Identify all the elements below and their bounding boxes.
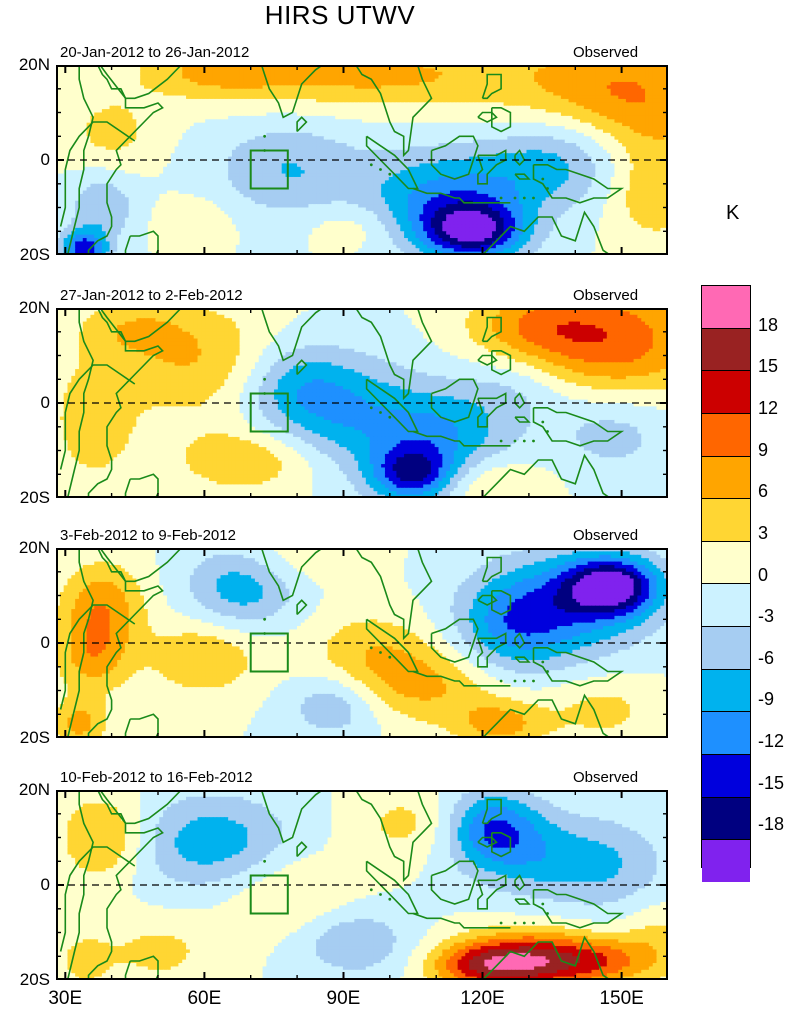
coastlines [59, 790, 625, 980]
colorbar-band-cyan [702, 668, 750, 712]
colorbar-band-navy [702, 796, 750, 840]
panel-2-date-range: 27-Jan-2012 to 2-Feb-2012 [60, 287, 243, 304]
region-box [249, 632, 289, 673]
colorbar-tick-minus9: -9 [758, 689, 774, 710]
colorbar-band-purple [702, 839, 750, 882]
colorbar-band-pink [702, 286, 750, 328]
colorbar-tick-minus15: -15 [758, 773, 784, 794]
colorbar-tick-minus18: -18 [758, 814, 784, 835]
colorbar-tick-18: 18 [758, 315, 778, 336]
panel-3-ytick-20s: 20S [0, 728, 50, 748]
colorbar-tick-minus6: -6 [758, 648, 774, 669]
panel-1-source-label: Observed [573, 44, 638, 61]
xtick-120e: 120E [443, 988, 523, 1010]
panel-4-ytick-20n: 20N [0, 780, 50, 800]
colorbar-tick-minus12: -12 [758, 731, 784, 752]
panel-2-source-label: Observed [573, 287, 638, 304]
panel-4-map [56, 790, 668, 980]
region-box [249, 392, 289, 433]
colorbar-tick-15: 15 [758, 356, 778, 377]
colorbar-band-light-blue [702, 626, 750, 669]
panel-2-ytick-20n: 20N [0, 298, 50, 318]
colorbar-tick-0: 0 [758, 565, 768, 586]
colorbar-band-orange-red [702, 412, 750, 456]
colorbar-unit-label: K [726, 202, 739, 225]
panel-1-ytick-20n: 20N [0, 55, 50, 75]
panel-1 [56, 65, 668, 255]
panel-2 [56, 308, 668, 498]
panel-1-ytick-0: 0 [0, 150, 50, 170]
colorbar-tick-3: 3 [758, 523, 768, 544]
xtick-90e: 90E [303, 988, 383, 1010]
colorbar-band-blue [702, 754, 750, 797]
region-box [249, 874, 289, 915]
colorbar-tick-minus3: -3 [758, 606, 774, 627]
anomaly-field [56, 65, 668, 255]
colorbar-band-pale-cyan [702, 583, 750, 627]
panel-2-map [56, 308, 668, 498]
panel-border [56, 548, 668, 738]
colorbar [701, 285, 751, 882]
colorbar-band-dark-red [702, 327, 750, 371]
xtick-150e: 150E [582, 988, 662, 1010]
panel-3-ytick-0: 0 [0, 633, 50, 653]
anomaly-field [56, 308, 668, 498]
panel-2-ytick-20s: 20S [0, 488, 50, 508]
colorbar-tick-12: 12 [758, 398, 778, 419]
panel-4 [56, 790, 668, 980]
panel-1-map [56, 65, 668, 255]
panel-2-ytick-0: 0 [0, 393, 50, 413]
panel-4-source-label: Observed [573, 769, 638, 786]
page-title: HIRS UTWV [0, 0, 680, 31]
anomaly-field [56, 790, 668, 980]
colorbar-band-red [702, 370, 750, 413]
panel-3-date-range: 3-Feb-2012 to 9-Feb-2012 [60, 527, 236, 544]
panel-4-ytick-0: 0 [0, 875, 50, 895]
panel-4-date-range: 10-Feb-2012 to 16-Feb-2012 [60, 769, 253, 786]
panel-3 [56, 548, 668, 738]
colorbar-band-medium-blue [702, 711, 750, 755]
colorbar-band-orange [702, 455, 750, 499]
colorbar-tick-9: 9 [758, 440, 768, 461]
panel-border [56, 65, 668, 255]
panel-1-ytick-20s: 20S [0, 245, 50, 265]
panel-border [56, 790, 668, 980]
region-box [249, 149, 289, 190]
panel-3-source-label: Observed [573, 527, 638, 544]
panel-3-ytick-20n: 20N [0, 538, 50, 558]
colorbar-band-pale-yellow [702, 540, 750, 584]
panel-1-date-range: 20-Jan-2012 to 26-Jan-2012 [60, 44, 249, 61]
xtick-60e: 60E [164, 988, 244, 1010]
colorbar-band-yellow [702, 498, 750, 541]
panel-4-ytick-20s: 20S [0, 970, 50, 990]
colorbar-tick-6: 6 [758, 481, 768, 502]
panel-border [56, 308, 668, 498]
xtick-30e: 30E [25, 988, 105, 1010]
